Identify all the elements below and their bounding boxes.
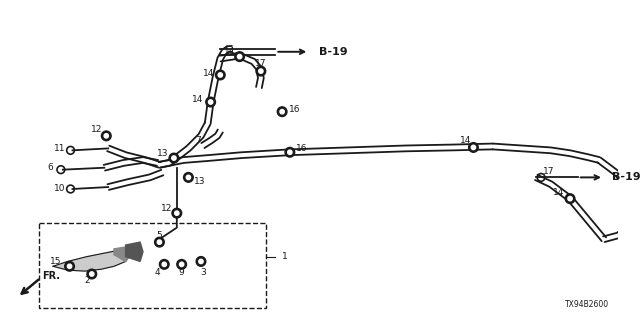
Circle shape [218,73,223,77]
Text: 2: 2 [84,276,90,285]
Text: 3: 3 [200,268,206,276]
Text: 14: 14 [224,47,236,56]
Circle shape [199,259,203,264]
Text: 15: 15 [51,257,62,266]
Circle shape [184,172,193,182]
Circle shape [155,237,164,247]
Circle shape [628,204,637,213]
Circle shape [65,261,74,271]
Text: 17: 17 [255,59,267,68]
Circle shape [216,70,225,80]
Text: 14: 14 [193,95,204,104]
Text: 9: 9 [179,268,184,276]
Circle shape [630,206,635,211]
Circle shape [568,196,572,201]
Circle shape [169,153,179,163]
Circle shape [280,109,284,114]
Circle shape [159,260,169,269]
Text: 14: 14 [460,136,472,145]
Circle shape [175,211,179,215]
Text: TX94B2600: TX94B2600 [564,300,609,309]
Text: 5: 5 [157,231,163,240]
Circle shape [177,260,186,269]
Text: 11: 11 [54,144,66,153]
Circle shape [172,208,182,218]
Circle shape [277,107,287,116]
Text: B-19: B-19 [612,172,640,182]
Circle shape [206,97,216,107]
Circle shape [67,264,72,268]
Text: 16: 16 [296,144,307,153]
Text: 16: 16 [289,105,300,114]
Text: 6: 6 [47,163,53,172]
Circle shape [90,272,94,276]
Circle shape [471,145,476,150]
Text: 14: 14 [553,188,564,197]
Text: 14: 14 [203,68,214,77]
Circle shape [104,134,108,138]
Circle shape [237,54,242,59]
Text: 4: 4 [155,268,160,276]
Circle shape [87,269,97,279]
Text: 7: 7 [195,136,201,145]
Polygon shape [53,249,131,271]
Circle shape [468,143,478,152]
Circle shape [162,262,166,267]
Text: 13: 13 [195,177,205,186]
Circle shape [256,66,266,76]
Circle shape [259,69,263,73]
Circle shape [235,52,244,61]
Polygon shape [114,247,131,261]
Text: 1: 1 [282,252,288,261]
Circle shape [157,240,161,244]
FancyBboxPatch shape [38,223,266,308]
Circle shape [179,262,184,267]
Text: 17: 17 [543,167,554,176]
Circle shape [172,156,176,160]
Circle shape [186,175,191,180]
Text: 13: 13 [157,149,168,158]
Circle shape [285,148,294,157]
Circle shape [196,257,206,266]
Text: 10: 10 [54,185,66,194]
Circle shape [565,194,575,204]
Circle shape [102,131,111,141]
Text: FR.: FR. [42,271,61,281]
Text: B-19: B-19 [319,47,348,57]
Text: 12: 12 [91,124,102,133]
Text: 12: 12 [161,204,172,213]
Circle shape [209,100,213,104]
Circle shape [288,150,292,155]
Polygon shape [125,242,143,261]
